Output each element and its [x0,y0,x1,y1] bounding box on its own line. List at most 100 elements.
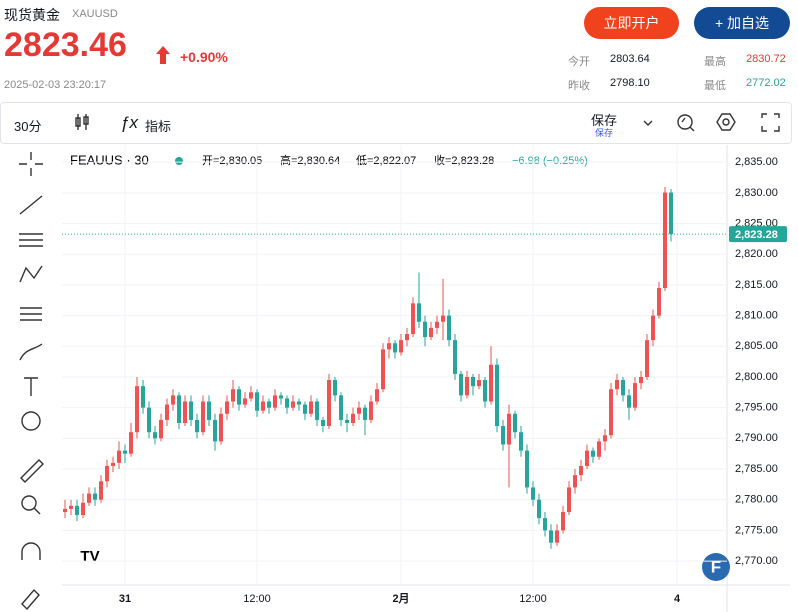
y-tick-label: 2,805.00 [735,340,778,352]
interval[interactable]: 30分 [14,119,42,134]
candle-body [81,502,85,516]
time: 2025-02-03 23:20:17 [4,79,107,91]
save[interactable]: 保存 [591,113,618,128]
tv-logo-text: TV [80,548,99,565]
candle-body [375,389,379,402]
candle-body [87,493,91,503]
candle-body [351,413,355,423]
candle-body [423,321,427,338]
chart-symbol: FEAUUS · 30 [70,152,149,167]
candle-body [447,315,451,341]
candle-body [123,450,127,454]
candle-body [621,380,625,396]
candle-body [363,407,367,420]
candle-body [555,530,559,543]
candle-body [99,481,103,500]
candle-body [495,364,499,427]
candle-body [453,340,457,374]
y-tick-label: 2,785.00 [735,463,778,475]
y-tick-label: 2,800.00 [735,371,778,383]
candle-body [267,401,271,408]
candle-body [597,441,601,457]
candle-body [399,340,403,353]
legend-change: −6.98 (−0.25%) [512,155,588,167]
candle-body [243,398,247,405]
y-tick-label: 2,835.00 [735,156,778,168]
candle-body [261,401,265,411]
candle-body [195,419,199,433]
candle-body [189,401,193,420]
stat-label: 最低 [704,80,726,92]
candle-body [537,499,541,519]
price: 2823.46 [4,26,127,64]
f-badge [702,553,730,581]
candle-body [465,376,469,396]
candle-body [153,432,157,439]
candle-body [207,401,211,420]
change: +0.90% [180,49,228,65]
candle-body [417,303,421,322]
candle-body [213,419,217,442]
stat-value: 2830.72 [746,53,786,65]
candle-body [345,419,349,423]
candle-body [609,389,613,436]
candle-body [603,435,607,442]
candle-body [585,450,589,466]
legend-low: 低=2,822.07 [356,154,416,167]
symbol: XAUUSD [72,8,118,20]
candle-body [225,401,229,414]
candle-body [339,395,343,420]
candle-body [129,432,133,454]
up-arrow [156,46,170,64]
fx-icon[interactable]: ƒx [120,113,138,132]
candle-body [429,327,433,338]
candle-body [507,413,511,445]
candle-body [93,493,97,500]
watchlist-button[interactable]: + 加自选 [694,7,790,39]
left-tools [19,152,44,611]
candle-body [321,419,325,427]
candle-body [165,404,169,420]
legend-high: 高=2,830.64 [280,153,340,167]
candle-body [273,395,277,408]
candle-body [471,376,475,387]
candle-body [291,401,295,408]
candle-body [639,376,643,384]
candle-body [231,389,235,402]
candle-body [513,413,517,433]
candle-body [435,321,439,328]
candle-body [147,407,151,433]
candle-body [255,392,259,411]
candle-body [549,530,553,543]
last-price-label: 2,823.28 [735,229,778,241]
save-sub: 保存 [595,128,614,138]
candle-body [615,380,619,390]
candle-icon[interactable] [72,112,92,132]
candle-body [249,392,253,399]
candle-body [657,287,661,316]
candle-body [183,401,187,423]
status-dot [175,157,183,165]
candle-body [303,404,307,414]
y-tick-label: 2,810.00 [735,310,778,322]
candle-body [477,380,481,387]
toolbar-icons [643,113,780,132]
candle-body [381,349,385,390]
candle-body [333,380,337,396]
y-tick-label: 2,815.00 [735,279,778,291]
candle-body [561,511,565,531]
toolbar [0,102,792,144]
stat-label: 最高 [704,56,726,68]
candle-body [75,505,79,516]
candle-body [501,426,505,445]
stat-label: 昨收 [568,80,590,92]
candle-body [111,462,115,466]
f-badge-text: F [711,557,721,576]
stat-value: 2803.64 [610,53,650,65]
candle-body [633,383,637,408]
candle-body [69,505,73,509]
open-account-button[interactable]: 立即开户 [584,7,679,39]
indicators[interactable]: 指标 [145,119,172,134]
